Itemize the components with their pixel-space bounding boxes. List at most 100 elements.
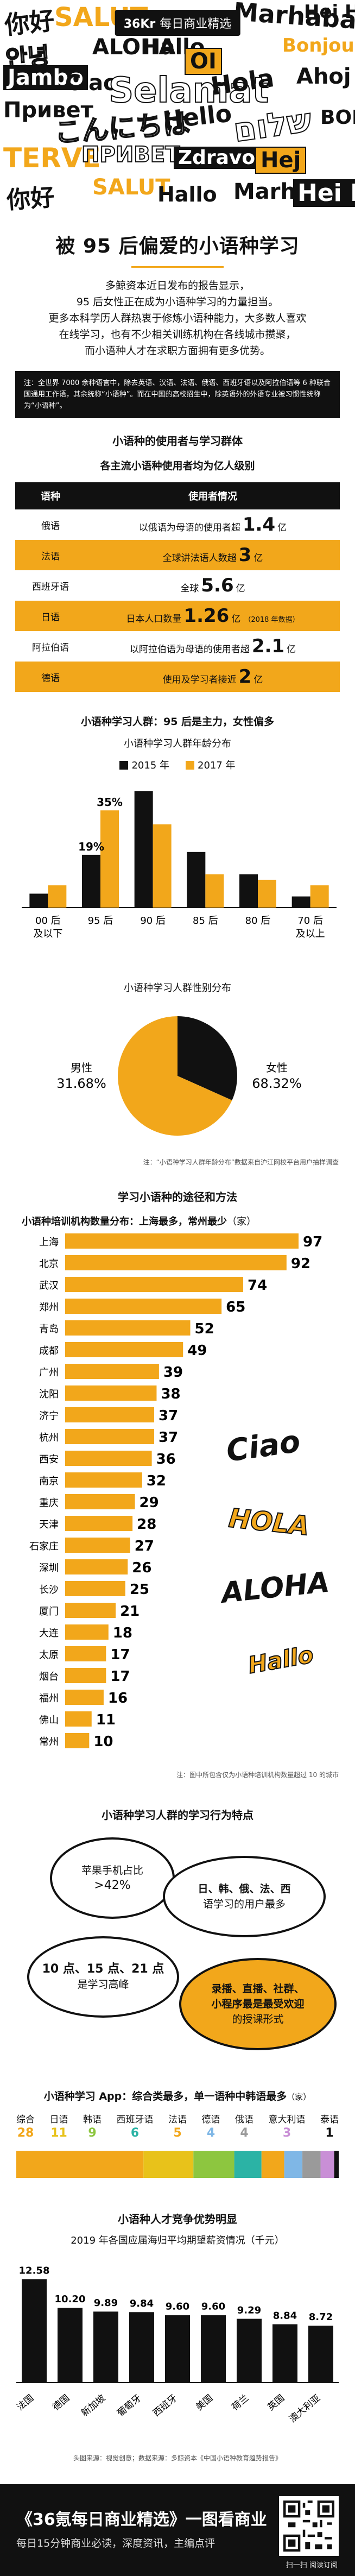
greeting-word: 你好 — [3, 5, 56, 40]
brand-badge: 36Kr 每日商业精选 — [115, 10, 240, 36]
app-count: 3 — [282, 2126, 291, 2140]
salary-bar — [58, 2308, 83, 2383]
city-label: 武汉 — [39, 1280, 59, 1292]
x-tick-label: 70 后 — [297, 915, 323, 927]
city-bar — [65, 1429, 155, 1444]
legend-item-2015: 2015 年 — [119, 758, 169, 772]
gender-pie-chart: 男性 31.68% 女性 68.32% — [56, 1016, 302, 1136]
city-value: 32 — [147, 1473, 166, 1489]
data-label: 35% — [97, 796, 123, 809]
intro-text: 多鲸资本近日发布的报告显示， 95 后女性正在成为小语种学习的力量担当。 更多本… — [0, 278, 355, 359]
section-title-users: 小语种的使用者与学习群体 — [112, 434, 243, 448]
app-segment — [16, 2151, 144, 2178]
intro-line: 多鲸资本近日发布的报告显示， — [105, 280, 250, 292]
intro-line: 在线学习，也有不少相关训练机构在各线城市攒聚， — [59, 329, 296, 341]
city-bar — [65, 1299, 222, 1314]
usage-unit: 亿 — [236, 583, 245, 594]
table-row: 西班牙语 全球 5.6 亿 — [15, 570, 340, 601]
city-label: 厦门 — [39, 1606, 59, 1617]
usage-cell: 以俄语为母语的使用者超 1.4 亿 — [86, 509, 340, 540]
salary-value: 9.84 — [130, 2298, 154, 2309]
country-label: 德国 — [50, 2393, 72, 2413]
app-segment — [284, 2151, 303, 2178]
bubble-languages: 日、韩、俄、法、西 语学习的用户最多 — [163, 1856, 326, 1937]
table-row: 德语 使用及学习者接近 2 亿 — [15, 662, 340, 692]
city-label: 重庆 — [39, 1497, 59, 1509]
pie-slice-female — [117, 1016, 232, 1136]
city-label: 沈阳 — [39, 1389, 59, 1400]
section-title-talent: 小语种人才竞争优势明显 — [118, 2213, 237, 2226]
salary-value: 9.89 — [94, 2297, 118, 2309]
header-language: 语种 — [15, 482, 86, 509]
usage-text: 日本人口数量 — [126, 614, 182, 625]
city-label: 福州 — [39, 1693, 59, 1704]
app-count-item: 西班牙语 6 — [117, 2112, 154, 2140]
gender-chart-title: 小语种学习人群性别分布 — [124, 982, 231, 994]
decorative-greeting: Hallo — [246, 1641, 315, 1679]
usage-cell: 以阿拉伯语为母语的使用者超 2.1 亿 — [86, 631, 340, 662]
city-value: 52 — [195, 1321, 214, 1337]
city-bar — [65, 1451, 152, 1466]
app-language: 综合 — [16, 2114, 35, 2125]
bubble-highlight: 小程序最是最受欢迎 — [211, 1998, 305, 2010]
city-value: 74 — [248, 1277, 267, 1294]
city-bar — [65, 1342, 183, 1357]
bar-2017 — [48, 885, 67, 908]
legend-swatch-2015 — [119, 761, 129, 770]
age-chart-title: 小语种学习人群年龄分布 — [124, 738, 231, 750]
country-label: 葡萄牙 — [115, 2393, 143, 2419]
decorative-greeting: Ciao — [224, 1424, 302, 1469]
x-tick-label: 85 后 — [193, 915, 218, 927]
legend-item-2017: 2017 年 — [186, 758, 236, 772]
city-value: 17 — [110, 1647, 130, 1663]
city-label: 烟台 — [39, 1671, 59, 1683]
app-count: 5 — [173, 2126, 182, 2140]
city-value: 37 — [159, 1408, 178, 1424]
salary-bar — [201, 2315, 226, 2383]
greeting-word: Ahoj — [296, 64, 351, 89]
pie-value: 31.68% — [56, 1076, 106, 1091]
qr-code-icon[interactable] — [279, 2496, 339, 2556]
country-label: 西班牙 — [151, 2393, 179, 2419]
app-count-item: 法语 5 — [168, 2112, 187, 2140]
pie-slice-male — [178, 1016, 237, 1100]
x-tick-label: 及以下 — [33, 928, 62, 940]
salary-bar — [93, 2312, 118, 2383]
bubble-text: 的授课形式 — [232, 2013, 284, 2025]
app-segment — [234, 2151, 262, 2178]
city-bar — [65, 1668, 106, 1683]
app-segment — [302, 2151, 321, 2178]
bubble-iphone: 苹果手机占比 >42% — [50, 1837, 175, 1919]
bubble-highlight: 录播、直播、社群、 — [211, 1983, 305, 1995]
city-bar — [65, 1603, 116, 1618]
section-title-methods: 学习小语种的途径和方法 — [118, 1191, 237, 1204]
bar-2017 — [153, 824, 172, 908]
section-subtitle-learners: 小语种学习人群：95 后是主力，女性偏多 — [80, 716, 275, 728]
city-value: 39 — [163, 1364, 183, 1381]
brand-text: 每日商业精选 — [160, 17, 232, 31]
city-label: 北京 — [39, 1258, 59, 1270]
age-chart-legend: 2015 年 2017 年 — [0, 758, 355, 772]
city-bar — [65, 1277, 244, 1292]
app-chart-unit: （家） — [287, 2092, 312, 2102]
language-name: 德语 — [15, 662, 86, 692]
app-language: 泰语 — [320, 2114, 339, 2125]
city-bar — [65, 1364, 159, 1379]
city-footnote: 注：图中所包含仅为小语种培训机构数量超过 10 的城市 — [176, 1771, 339, 1779]
app-count-item: 综合 28 — [16, 2112, 35, 2140]
footer-title: 《36氪每日商业精选》一图看商业 — [16, 2510, 267, 2529]
city-label: 成都 — [39, 1345, 59, 1357]
city-label: 郑州 — [39, 1302, 59, 1313]
usage-note: （2018 年数据） — [244, 616, 300, 624]
salary-bar — [237, 2319, 262, 2383]
greeting-word: TERVE — [3, 142, 101, 174]
usage-cell: 全球 5.6 亿 — [86, 570, 340, 601]
greeting-word: Hallo — [157, 182, 217, 206]
country-label: 英国 — [265, 2393, 287, 2413]
source-note: 头图来源：视觉创意；数据来源：多鲸资本《中国小语种教育趋势报告》 — [73, 2454, 282, 2462]
city-label: 大连 — [39, 1628, 59, 1639]
city-bar — [65, 1472, 142, 1488]
city-bar — [65, 1494, 135, 1509]
footer-subtitle: 每日15分钟商业必读，深度资讯，主编点评 — [16, 2537, 215, 2549]
